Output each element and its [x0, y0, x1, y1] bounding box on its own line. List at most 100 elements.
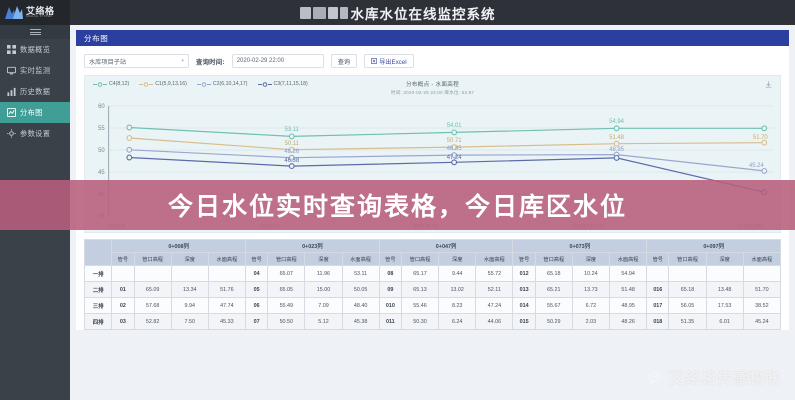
cell-pipe: 05	[244, 281, 269, 298]
cell-depth: 2.03	[571, 313, 611, 330]
col-header-pipe: 管号	[646, 252, 670, 266]
legend-item[interactable]: C4(8,12)	[93, 81, 129, 87]
group-header: 0+023列	[244, 239, 380, 253]
group-header: 0+008列	[111, 239, 246, 253]
legend-item[interactable]: C1(5,9,13,16)	[139, 81, 187, 87]
cell-top-elev: 50.50	[267, 313, 306, 330]
logo-mark-icon	[5, 6, 23, 19]
svg-text:54.94: 54.94	[609, 119, 624, 125]
group-header: 0+073列	[512, 239, 648, 253]
cell-top-elev: 65.17	[400, 265, 440, 282]
cell-pipe: 04	[244, 265, 269, 282]
cell-water-elev: 38.52	[742, 297, 782, 314]
cell-depth: 7.09	[304, 297, 343, 314]
date-input[interactable]: 2020-02-29 22:00	[231, 54, 324, 68]
data-table: 0+008列 0+023列 0+047列 0+073列 0+097列 管号 管口…	[83, 239, 782, 330]
top-bar: 艾络格 ANALOG SYSTEM 水库水位在线监控系统	[0, 0, 795, 25]
legend-marker-icon	[93, 81, 107, 87]
cell-water-elev: 44.06	[475, 313, 514, 330]
brand-name-cn: 艾络格	[26, 5, 55, 16]
col-header-water-elev: 水面高程	[341, 252, 380, 266]
cell-depth: 9.44	[438, 265, 477, 282]
legend-item[interactable]: C2(6,10,14,17)	[196, 81, 248, 87]
export-excel-button[interactable]: 导出Excel	[364, 54, 414, 68]
cell-depth: 15.00	[304, 281, 343, 298]
cell-pipe: 06	[244, 297, 269, 314]
cell-top-elev	[668, 265, 707, 282]
chart-subtitle: 时间: 2020-02-29 22:00 库水位: 53.87	[390, 90, 475, 95]
svg-text:40: 40	[98, 192, 105, 198]
brand-logo[interactable]: 艾络格 ANALOG SYSTEM	[0, 0, 70, 25]
sidebar-item-history-data[interactable]: 历史数据	[0, 81, 70, 102]
query-button[interactable]: 查询	[330, 54, 358, 68]
cell-top-elev: 51.35	[668, 313, 707, 330]
sidebar-item-data-overview[interactable]: 数据概览	[0, 39, 70, 60]
cell-depth: 6.72	[571, 297, 611, 314]
project-select[interactable]: 水库项目子站 ▾	[84, 54, 189, 68]
distribution-chart[interactable]: C4(8,12) C1(5,9,13,16) C2(6,10,14,17)	[84, 75, 781, 233]
chart-title-block: 分布概点 - 水面高程 时间: 2020-02-29 22:00 库水位: 53…	[85, 80, 780, 96]
cell-water-elev: 51.76	[207, 281, 246, 298]
cell-water-elev: 51.48	[608, 281, 648, 298]
cell-pipe: 010	[378, 297, 402, 314]
cell-top-elev: 65.07	[267, 265, 306, 282]
sidebar-item-label: 历史数据	[20, 86, 51, 96]
table-row[interactable]: 二排 01 65.09 13.34 51.76 05 65.05 15.00 5…	[83, 281, 782, 298]
cell-pipe: 01	[111, 281, 135, 298]
table-row[interactable]: 一排 04 65.07 11.96 53.11 08 65.17 9.44	[83, 265, 782, 282]
cell-pipe: 013	[512, 281, 536, 298]
cell-top-elev: 65.13	[400, 281, 440, 298]
svg-text:45: 45	[98, 170, 105, 176]
cell-pipe: 09	[378, 281, 402, 298]
cell-pipe: 017	[646, 297, 670, 314]
svg-text:45.24: 45.24	[749, 163, 764, 169]
col-header-pipe: 管号	[244, 252, 269, 266]
cell-water-elev: 54.94	[608, 265, 648, 282]
download-icon[interactable]	[765, 81, 772, 88]
table-row[interactable]: 四排 03 52.82 7.50 45.33 07 50.50 5.12 45.…	[83, 313, 782, 330]
sidebar-item-distribution-chart[interactable]: 分布图	[0, 102, 70, 123]
cell-water-elev	[742, 265, 782, 282]
legend-label: C3(7,11,15,18)	[273, 81, 308, 87]
cell-pipe	[646, 265, 670, 282]
legend-item[interactable]: C3(7,11,15,18)	[257, 81, 308, 87]
cell-top-elev: 50.29	[534, 313, 573, 330]
row-label: 一排	[83, 265, 113, 282]
cell-water-elev: 48.40	[341, 297, 380, 314]
table-row[interactable]: 三排 02 57.68 9.94 47.74 06 55.49 7.09 48.…	[83, 297, 782, 314]
sidebar-item-label: 数据概览	[20, 44, 51, 54]
col-header-depth: 深度	[438, 252, 477, 266]
col-header-top-elev: 管口高程	[668, 252, 707, 266]
query-button-label: 查询	[337, 58, 351, 66]
cell-water-elev: 48.95	[608, 297, 648, 314]
legend-marker-icon	[139, 81, 154, 87]
cell-depth: 10.24	[571, 265, 611, 282]
chart-plot-area: 60 55 50 45 40 35	[98, 104, 775, 220]
series-indigo	[129, 156, 765, 193]
col-header-top-elev: 管口高程	[267, 252, 306, 266]
x-tick: C1(2,3)	[109, 224, 125, 229]
page-title: 水库水位在线监控系统	[70, 3, 725, 23]
legend-label: C1(5,9,13,16)	[155, 81, 187, 87]
sidebar: 数据概览 实时监测 历史数据 分布图	[0, 25, 70, 400]
monitor-icon	[7, 66, 16, 75]
series-markers	[126, 124, 768, 196]
svg-text:47.24: 47.24	[447, 155, 462, 161]
row-label: 四排	[83, 313, 113, 330]
page-title-text: 水库水位在线监控系统	[350, 6, 496, 22]
cell-depth: 6.01	[705, 313, 744, 330]
sidebar-collapse-button[interactable]	[0, 25, 70, 39]
sidebar-item-parameter-settings[interactable]: 参数设置	[0, 123, 70, 144]
row-label: 二排	[83, 281, 113, 298]
sidebar-item-label: 实时监测	[20, 65, 51, 75]
sidebar-item-realtime-monitor[interactable]: 实时监测	[0, 60, 70, 81]
col-header-water-elev: 水面高程	[608, 252, 648, 266]
svg-text:51.70: 51.70	[753, 135, 768, 141]
cell-pipe: 015	[512, 313, 536, 330]
cell-depth	[705, 265, 744, 282]
svg-text:50.11: 50.11	[285, 141, 300, 147]
col-header-top-elev: 管口高程	[400, 252, 440, 266]
col-header-top-elev: 管口高程	[133, 252, 172, 266]
cell-top-elev: 65.05	[267, 281, 306, 298]
cell-top-elev: 55.46	[400, 297, 440, 314]
